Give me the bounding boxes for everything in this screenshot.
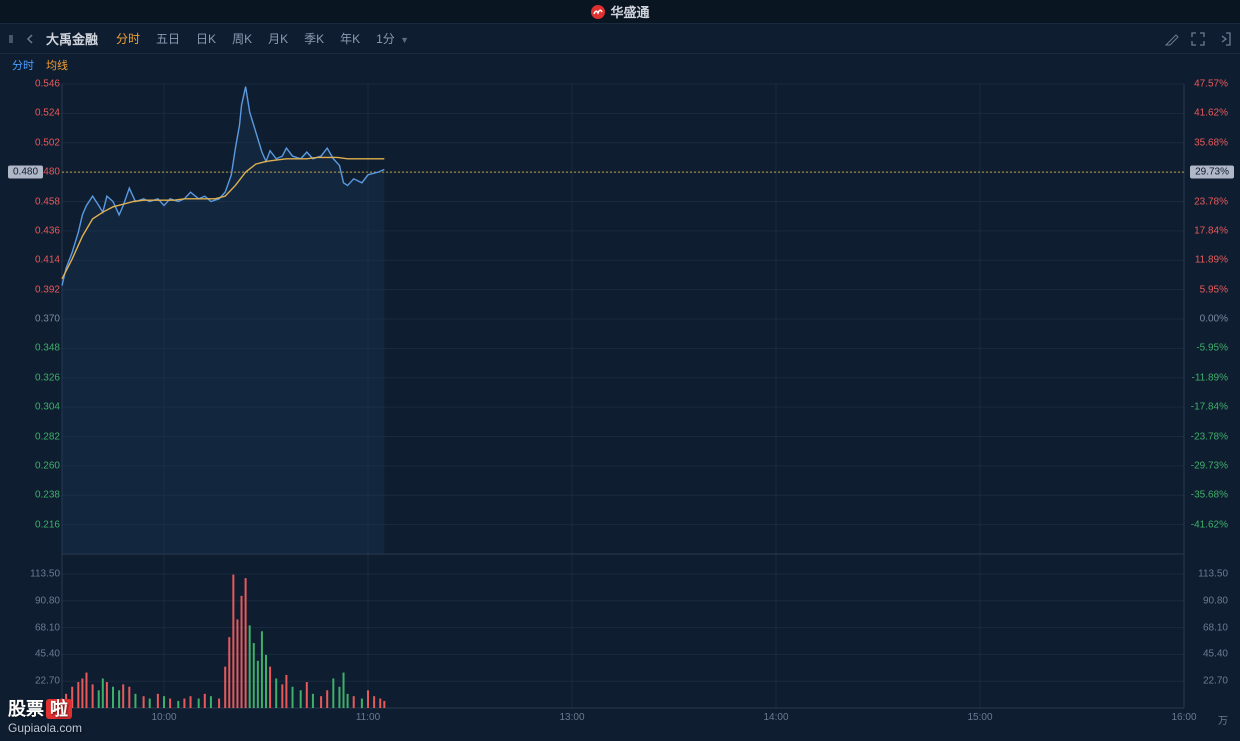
vol-tick-left: 90.80 <box>24 595 60 606</box>
right-tools <box>1164 31 1232 47</box>
vol-tick-right: 68.10 <box>1203 622 1228 633</box>
price-tick-right: 35.68% <box>1194 137 1228 148</box>
vol-tick-right: 22.70 <box>1203 676 1228 687</box>
price-tick-right: 41.62% <box>1194 108 1228 119</box>
price-tick-left: 0.348 <box>24 343 60 354</box>
price-tick-left: 0.436 <box>24 225 60 236</box>
period-tabs: 分时 五日 日K 周K 月K 季K 年K 1分 ▼ <box>108 27 417 50</box>
price-tick-left: 0.304 <box>24 402 60 413</box>
period-weekk[interactable]: 周K <box>224 27 260 50</box>
dock-icon[interactable] <box>1216 31 1232 47</box>
fullscreen-icon[interactable] <box>1190 31 1206 47</box>
interval-label: 1分 <box>376 32 395 46</box>
vol-tick-left: 113.50 <box>24 569 60 580</box>
stock-nav <box>8 33 36 45</box>
price-marker: 0.480 <box>8 166 43 179</box>
price-tick-right: 5.95% <box>1200 284 1228 295</box>
price-tick-left: 0.216 <box>24 519 60 530</box>
vol-tick-right: 90.80 <box>1203 595 1228 606</box>
price-tick-right: -35.68% <box>1191 490 1228 501</box>
subtab-ma[interactable]: 均线 <box>46 57 68 73</box>
x-tick: 16:00 <box>1171 712 1196 723</box>
price-tick-left: 0.524 <box>24 108 60 119</box>
price-tick-left: 0.458 <box>24 196 60 207</box>
price-tick-left: 0.260 <box>24 460 60 471</box>
price-tick-right: 47.57% <box>1194 79 1228 90</box>
logo-icon <box>590 4 606 20</box>
price-tick-right: 17.84% <box>1194 225 1228 236</box>
watermark-text-b: 啦 <box>46 699 72 719</box>
price-tick-left: 0.414 <box>24 255 60 266</box>
price-tick-left: 0.546 <box>24 79 60 90</box>
price-tick-right: 23.78% <box>1194 196 1228 207</box>
watermark: 股票啦 Gupiaola.com <box>8 695 82 735</box>
indicator-tabs: 分时 均线 <box>0 54 1240 76</box>
price-tick-left: 0.326 <box>24 372 60 383</box>
subtab-price[interactable]: 分时 <box>12 57 34 73</box>
price-tick-right: -11.89% <box>1191 372 1228 383</box>
title-bar: 华盛通 <box>0 0 1240 24</box>
price-tick-right: -5.95% <box>1196 343 1228 354</box>
vol-tick-right: 45.40 <box>1203 649 1228 660</box>
price-tick-right: 11.89% <box>1195 255 1228 266</box>
period-dayk[interactable]: 日K <box>188 27 224 50</box>
period-yeark[interactable]: 年K <box>332 27 368 50</box>
app-title: 华盛通 <box>610 2 649 21</box>
price-tick-right: 0.00% <box>1200 314 1228 325</box>
x-tick: 10:00 <box>151 712 176 723</box>
price-tick-left: 0.370 <box>24 314 60 325</box>
dropdown-icon: ▼ <box>400 35 409 45</box>
vol-tick-left: 22.70 <box>24 676 60 687</box>
pct-marker: 29.73% <box>1190 166 1234 179</box>
price-tick-right: -41.62% <box>1191 519 1228 530</box>
price-tick-right: -29.73% <box>1191 460 1228 471</box>
vol-unit: 万 <box>1218 712 1228 727</box>
chart-area[interactable]: 0.546 47.57% 0.524 41.62% 0.502 35.68% 0.480 29… <box>0 76 1240 729</box>
chart-svg <box>0 76 1240 729</box>
period-quarterk[interactable]: 季K <box>296 27 332 50</box>
period-intraday[interactable]: 分时 <box>108 27 148 50</box>
collapse-icon[interactable] <box>8 33 20 45</box>
x-tick: 13:00 <box>559 712 584 723</box>
edit-icon[interactable] <box>1164 31 1180 47</box>
prev-stock-icon[interactable] <box>24 33 36 45</box>
main-toolbar: 大禹金融 分时 五日 日K 周K 月K 季K 年K 1分 ▼ <box>0 24 1240 54</box>
period-5day[interactable]: 五日 <box>148 27 188 50</box>
price-tick-left: 0.282 <box>24 431 60 442</box>
watermark-line1: 股票啦 <box>8 695 82 721</box>
price-tick-right: -17.84% <box>1191 402 1228 413</box>
price-tick-left: 0.238 <box>24 490 60 501</box>
interval-select[interactable]: 1分 ▼ <box>368 27 417 50</box>
watermark-text-a: 股票 <box>8 699 44 719</box>
x-tick: 14:00 <box>763 712 788 723</box>
period-monthk[interactable]: 月K <box>260 27 296 50</box>
app-logo: 华盛通 <box>590 2 649 21</box>
vol-tick-right: 113.50 <box>1198 569 1228 580</box>
price-tick-left: 0.502 <box>24 137 60 148</box>
x-tick: 11:00 <box>356 712 380 723</box>
x-tick: 15:00 <box>967 712 992 723</box>
price-tick-right: -23.78% <box>1191 431 1228 442</box>
stock-name[interactable]: 大禹金融 <box>46 29 98 48</box>
vol-tick-left: 45.40 <box>24 649 60 660</box>
price-tick-left: 0.392 <box>24 284 60 295</box>
vol-tick-left: 68.10 <box>24 622 60 633</box>
watermark-line2: Gupiaola.com <box>8 721 82 735</box>
